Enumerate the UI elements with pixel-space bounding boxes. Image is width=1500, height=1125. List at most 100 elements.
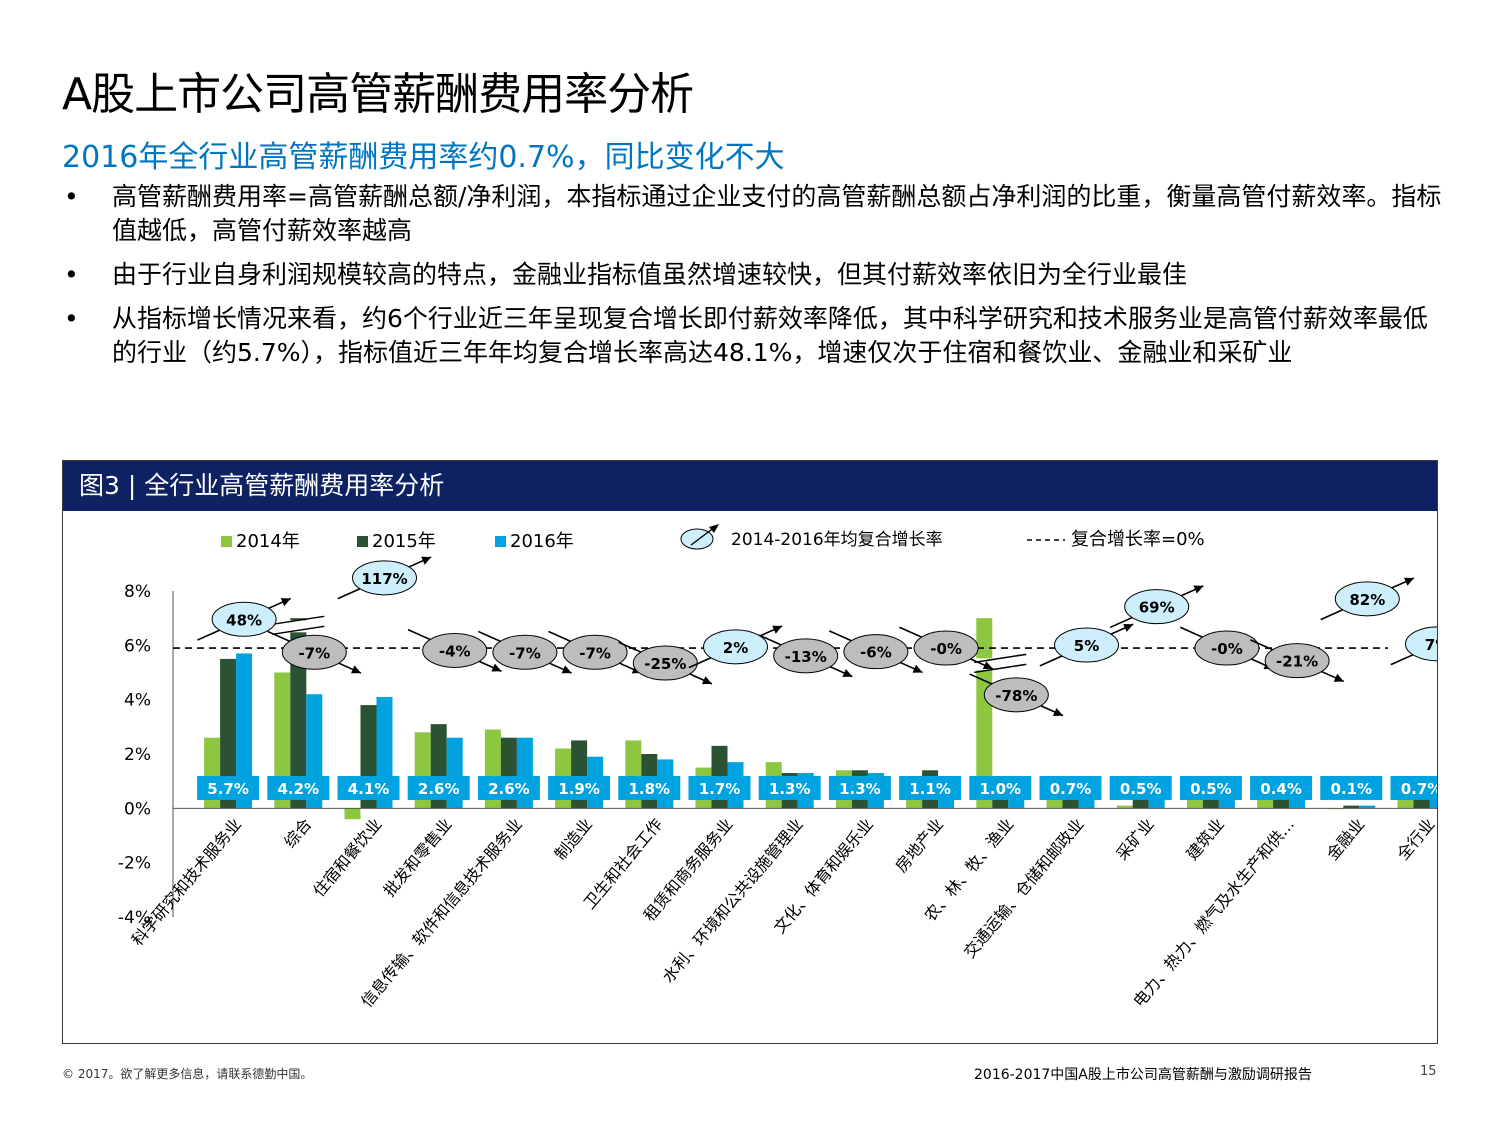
cagr-arrow-head <box>842 669 853 677</box>
bar-2015年 <box>1343 805 1360 809</box>
x-category-label: 信息传输、软件和信息技术服务业 <box>357 815 526 1011</box>
cagr-label: 117% <box>361 570 407 588</box>
report-name: 2016-2017中国A股上市公司高管薪酬与激励调研报告 <box>974 1067 1312 1083</box>
x-category-label: 房地产业 <box>891 815 947 876</box>
bullet-item: 由于行业自身利润规模较高的特点，金融业指标值虽然增速较快，但其付薪效率依旧为全行… <box>62 258 1442 292</box>
cagr-label: 5% <box>1074 637 1099 655</box>
cagr-arrow-head <box>1333 673 1344 682</box>
value-label: 4.2% <box>277 780 319 798</box>
legend-cagr-arrowhead <box>709 524 719 533</box>
value-label: 0.4% <box>1260 780 1302 798</box>
cagr-bubble <box>1334 581 1400 617</box>
legend-zero-label: 复合增长率=0% <box>1071 529 1205 550</box>
value-label-box <box>758 775 821 800</box>
value-label: 1.9% <box>558 780 600 798</box>
x-category-label: 批发和零售业 <box>379 815 455 901</box>
figure-panel: 图3 | 全行业高管薪酬费用率分析 8% 6% 4% 2% 0% -2% -4% 5.7% 4.… <box>62 460 1438 1044</box>
x-category-label: 制造业 <box>551 815 596 864</box>
legend-label: 2016年 <box>510 531 574 552</box>
cagr-bubble <box>1124 589 1190 625</box>
y-tick-label: 4% <box>124 691 151 711</box>
legend-label: 2015年 <box>372 531 436 552</box>
value-label: 4.1% <box>348 780 390 798</box>
value-label: 0.5% <box>1190 780 1232 798</box>
value-label: 1.7% <box>699 780 741 798</box>
bar-2016年 <box>1289 797 1306 809</box>
axis-break-line <box>272 615 325 626</box>
value-label-box <box>337 775 400 800</box>
cagr-bubble <box>422 632 488 668</box>
cagr-label: -6% <box>860 644 892 662</box>
page-title: A股上市公司高管薪酬费用率分析 <box>62 69 694 120</box>
cagr-bubble <box>1405 626 1437 662</box>
axis-break-line <box>974 663 1027 674</box>
cagr-arrow-head <box>1403 577 1414 586</box>
cagr-bubble <box>1194 630 1260 666</box>
x-category-label: 金融业 <box>1323 815 1368 864</box>
cagr-arrow-head <box>701 676 712 685</box>
value-label: 1.8% <box>628 780 670 798</box>
x-category-label: 科学研究和技术服务业 <box>128 815 245 950</box>
value-label: 2.6% <box>418 780 460 798</box>
bullet-item: 从指标增长情况来看，约6个行业近三年呈现复合增长即付薪效率降低，其中科学研究和技… <box>62 302 1442 370</box>
bar-2014年 <box>274 672 291 809</box>
cagr-label: -7% <box>509 644 541 662</box>
y-tick-label: -2% <box>118 854 151 874</box>
value-label-box <box>828 775 891 800</box>
legend-swatch <box>221 536 232 547</box>
cagr-bubble <box>983 677 1049 713</box>
chart: 8% 6% 4% 2% 0% -2% -4% 5.7% 4.2% 4.1% 2.6% 2.6% 1.9%… <box>118 524 1437 1011</box>
value-label-box <box>1109 775 1172 800</box>
cagr-label: -21% <box>1276 653 1318 671</box>
cagr-label: -25% <box>644 655 686 673</box>
cagr-label: -7% <box>579 644 611 662</box>
axis-break-gap <box>270 620 327 633</box>
value-label-box <box>1179 775 1242 800</box>
bar-2015年 <box>220 658 237 809</box>
cagr-bubble <box>773 638 839 674</box>
value-label-box <box>407 775 470 800</box>
cagr-arrow-head <box>280 598 291 607</box>
value-label: 1.3% <box>839 780 881 798</box>
cagr-label: -4% <box>439 642 471 660</box>
value-label-box <box>267 775 330 800</box>
cagr-arrow-head <box>350 665 361 674</box>
value-label-box <box>1390 775 1437 800</box>
axis-break-line <box>272 625 325 636</box>
legend-swatch <box>495 536 506 547</box>
value-label: 1.1% <box>909 780 951 798</box>
y-tick-label: 8% <box>124 582 151 602</box>
bar-2014年 <box>1116 805 1133 809</box>
cagr-bubble <box>281 634 347 670</box>
bar-2016年 <box>1359 805 1376 809</box>
value-label-box <box>969 775 1032 800</box>
value-label-box <box>688 775 751 800</box>
cagr-label: -0% <box>930 640 962 658</box>
cagr-label: 69% <box>1139 599 1175 617</box>
figure-title: 图3 | 全行业高管薪酬费用率分析 <box>63 461 1437 511</box>
legend-swatch <box>357 536 368 547</box>
cagr-label: 48% <box>226 611 262 629</box>
copyright-text: © 2017。欲了解更多信息，请联系德勤中国。 <box>62 1067 313 1081</box>
cagr-arrow-line <box>1390 643 1437 666</box>
cagr-label: -78% <box>995 687 1037 705</box>
bullet-list: 高管薪酬费用率=高管薪酬总额/净利润，本指标通过企业支付的高管薪酬总额占净利润的… <box>62 180 1442 380</box>
cagr-arrow-head <box>1193 585 1204 594</box>
value-label-box <box>1320 775 1383 800</box>
cagr-label: -13% <box>785 648 827 666</box>
y-tick-label: 0% <box>124 799 151 819</box>
cagr-label: 2% <box>723 639 748 657</box>
x-category-label: 综合 <box>280 815 315 852</box>
value-label-box <box>548 775 611 800</box>
cagr-bubble <box>843 634 909 670</box>
x-category-label: 电力、热力、燃气及水生产和供… <box>1129 815 1298 1011</box>
cagr-arrow-head <box>421 556 432 565</box>
cagr-bubble <box>211 601 277 637</box>
y-tick-label: -4% <box>118 908 151 928</box>
cagr-label: 82% <box>1349 591 1385 609</box>
cagr-bubble <box>913 630 979 666</box>
cagr-bubble <box>1264 643 1330 679</box>
x-category-label: 水利、环境和公共设施管理业 <box>658 815 806 987</box>
value-label: 0.7% <box>1401 780 1437 798</box>
value-label: 0.5% <box>1120 780 1162 798</box>
